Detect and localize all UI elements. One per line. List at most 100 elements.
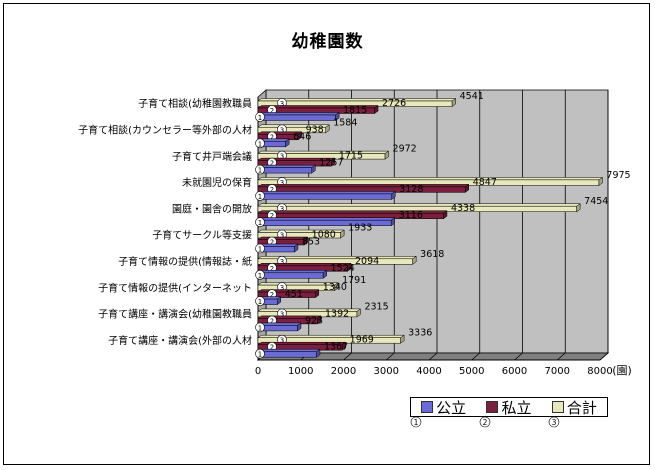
bar-end	[374, 105, 379, 114]
bar-end	[297, 322, 302, 332]
bar-公立	[257, 193, 392, 200]
data-label: 1584	[333, 117, 357, 128]
series-marker-circle	[255, 243, 265, 254]
category-label: 子育て講座・講演会(外部の人材	[108, 334, 252, 347]
bar-top	[257, 203, 581, 207]
category-label: 未就園児の保育	[182, 176, 252, 189]
series-marker-circle	[255, 348, 265, 359]
series-marker-number: 1	[258, 351, 262, 359]
category-label: 子育て情報の提供(インターネット	[98, 281, 252, 294]
x-tick-label: 1000	[288, 366, 313, 377]
series-marker-number: 3	[280, 100, 284, 108]
bar-end	[316, 348, 321, 358]
bar-end	[391, 190, 396, 200]
series-marker-number: 1	[258, 298, 262, 306]
series-marker-number: 3	[280, 205, 284, 213]
bar-end	[576, 203, 581, 213]
data-label: 1815	[343, 105, 367, 116]
bar-公立	[257, 167, 312, 174]
bar-end	[400, 334, 405, 344]
x-tick-label: 5000	[459, 366, 484, 377]
bar-end	[451, 98, 456, 107]
x-tick-label: 3000	[374, 366, 399, 377]
bar-end	[325, 124, 330, 134]
series-marker-number: 2	[270, 265, 274, 273]
data-label: 1933	[348, 223, 372, 234]
category-label: 子育て相談(カウンセラー等外部の人材	[78, 123, 252, 136]
data-label: 7975	[606, 170, 630, 181]
series-marker-number: 1	[258, 219, 262, 227]
gridline-floor	[428, 352, 438, 361]
legend-swatch-private	[486, 401, 499, 413]
legend-marker-number: 1	[414, 418, 419, 427]
category-label: 子育て井戸端会議	[172, 150, 252, 163]
legend-swatch-total	[551, 401, 564, 413]
bar-公立	[257, 272, 324, 279]
bar-top	[257, 150, 390, 154]
series-marker-number: 1	[258, 193, 262, 201]
bar-end	[443, 210, 448, 220]
series-marker-circle	[255, 164, 265, 175]
series-marker-number: 1	[258, 114, 262, 122]
category-label: 子育て相談(幼稚園教職員	[138, 97, 252, 110]
series-marker-circle	[255, 296, 265, 306]
series-marker-number: 3	[280, 232, 284, 240]
data-label: 451	[285, 289, 303, 300]
data-label: 1367	[324, 342, 348, 353]
bar-end	[412, 255, 417, 265]
series-marker-number: 3	[280, 337, 284, 345]
data-label: 1969	[350, 335, 374, 346]
series-marker-circle	[255, 322, 265, 333]
data-label: 1791	[342, 275, 366, 286]
x-tick-label: 0	[255, 366, 261, 377]
legend-swatch-public	[421, 401, 434, 413]
bar-end	[598, 176, 603, 186]
bar-top	[257, 112, 340, 116]
legend-label-total: 合計	[566, 398, 597, 417]
bar-end	[347, 262, 352, 272]
series-marker-circle	[255, 112, 265, 122]
gridline-floor	[343, 352, 352, 361]
bar-end	[384, 150, 389, 160]
series-marker-number: 3	[280, 126, 284, 134]
bar-end	[315, 289, 320, 299]
bar-公立	[257, 114, 336, 121]
data-label: 923	[305, 315, 323, 326]
x-tick-label: 6000	[502, 366, 527, 377]
data-label: 3116	[399, 210, 423, 221]
data-label: 4338	[451, 203, 475, 214]
series-marker-circle	[255, 191, 265, 201]
category-label: 子育てサークル等支援	[152, 229, 252, 242]
bar-end	[331, 157, 336, 167]
bar-end	[334, 282, 339, 292]
data-label: 3618	[420, 249, 444, 260]
data-label: 938	[306, 124, 324, 135]
legend: 公立 私立 合計	[410, 397, 608, 417]
category-label: 子育て情報の提供(情報誌・紙	[118, 255, 252, 268]
series-marker-number: 3	[280, 153, 284, 161]
x-tick-label: 8000	[587, 366, 612, 377]
data-label: 1715	[339, 151, 363, 162]
series-marker-number: 2	[270, 160, 274, 168]
legend-item-public: 公立	[421, 397, 466, 418]
data-label: 2972	[393, 144, 417, 155]
data-label: 853	[302, 237, 320, 248]
data-label: 1392	[325, 308, 349, 319]
series-marker-number: 2	[270, 212, 274, 220]
bar-top	[257, 177, 604, 181]
bar-end	[340, 229, 345, 239]
x-tick-label: 4000	[416, 366, 441, 377]
series-marker-circle	[255, 138, 265, 149]
data-label: 2315	[364, 301, 388, 312]
bar-top	[257, 217, 396, 221]
legend-label-public: 公立	[436, 398, 467, 417]
bar-end	[322, 269, 327, 279]
gridline-floor	[599, 352, 609, 361]
x-tick-label: 2000	[331, 366, 356, 377]
data-label: 1080	[312, 230, 336, 241]
bar-公立	[257, 351, 317, 358]
bar-top	[257, 270, 328, 274]
legend-label-private: 私立	[501, 398, 532, 417]
series-marker-number: 2	[270, 133, 274, 141]
